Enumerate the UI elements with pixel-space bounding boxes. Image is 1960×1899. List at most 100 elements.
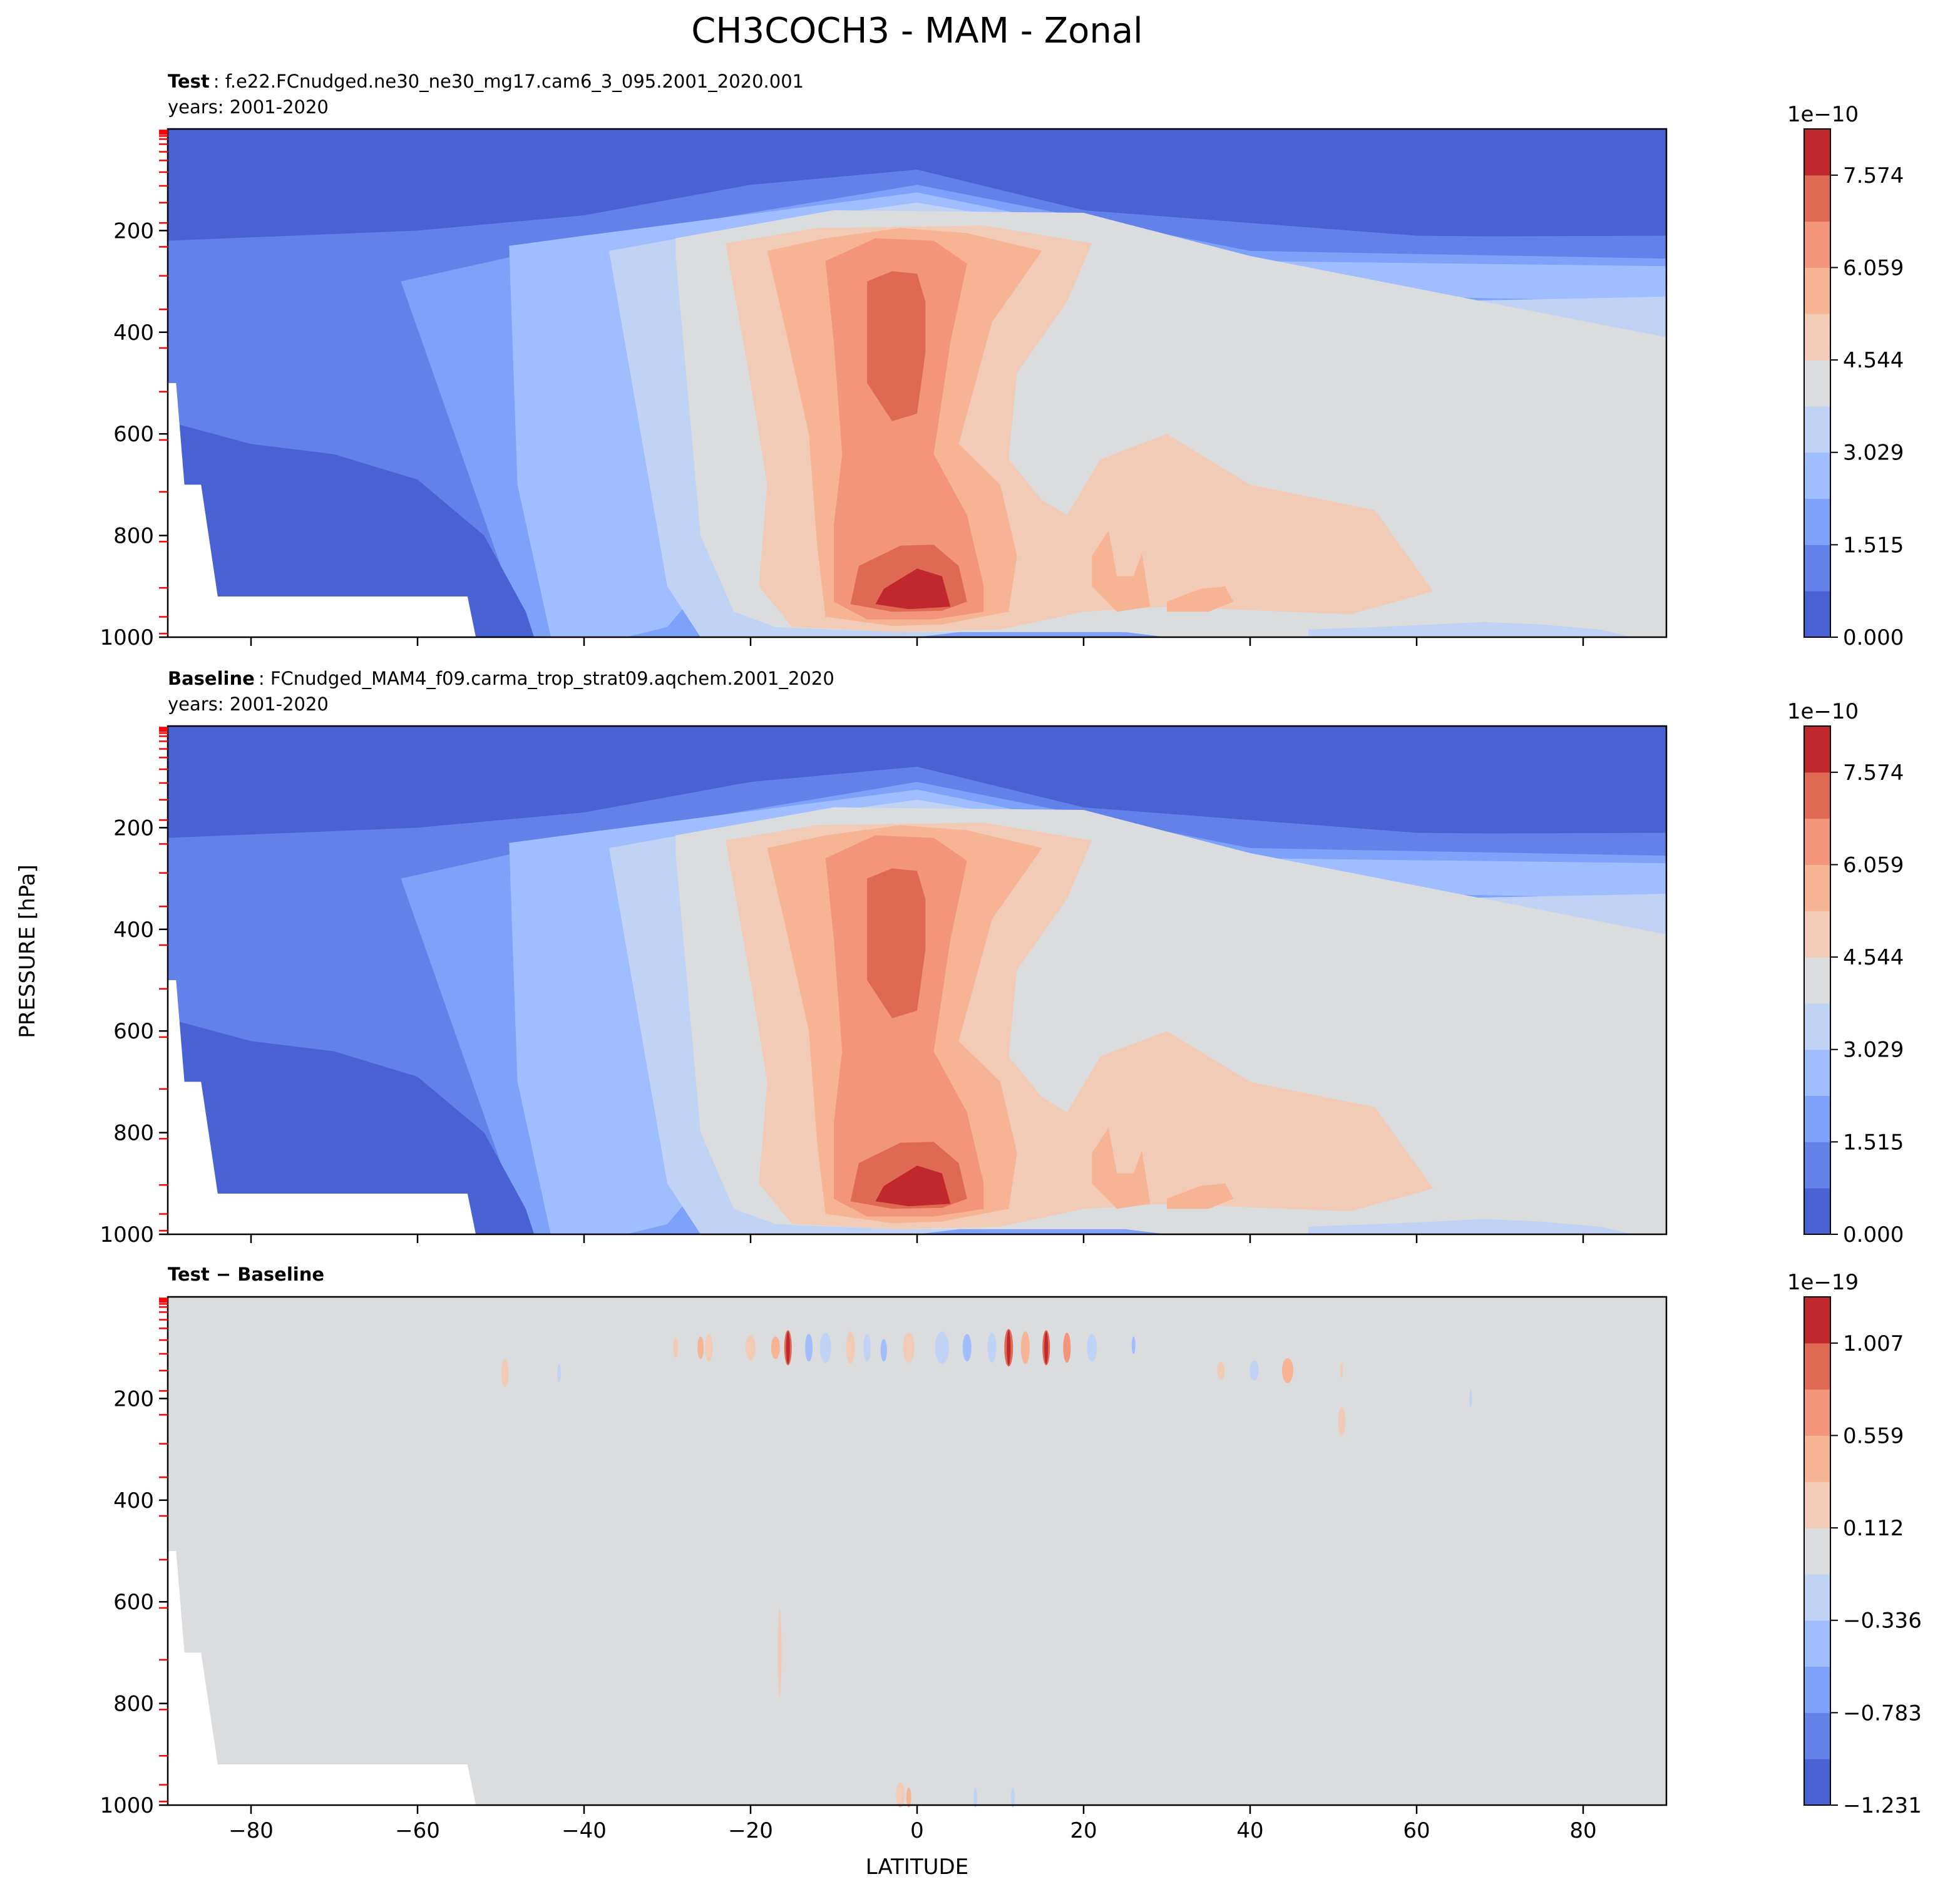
x-tick-label: −20 xyxy=(728,1818,773,1843)
topography-mask xyxy=(168,980,476,1234)
colorbar-segment-0 xyxy=(1804,591,1830,638)
anomaly-patch-32 xyxy=(777,1609,782,1697)
y-tick-label: 800 xyxy=(113,1692,154,1717)
x-tick-label: 80 xyxy=(1569,1818,1596,1843)
colorbar-segment-7 xyxy=(1804,864,1830,911)
colorbar-tick-label: 4.544 xyxy=(1843,945,1904,970)
level-band-10 xyxy=(875,1165,951,1207)
patch-level-4-surface xyxy=(1308,622,1633,637)
y-tick-label: 400 xyxy=(113,320,154,346)
level-band-9-upper xyxy=(867,271,926,421)
level-band-0-top xyxy=(168,129,1666,241)
colorbar-tick-label: −1.231 xyxy=(1843,1793,1922,1818)
colorbar-tick-label: 6.059 xyxy=(1843,255,1904,280)
anomaly-patch-14 xyxy=(903,1333,915,1363)
anomaly-patch-35 xyxy=(973,1787,978,1808)
colorbar-tick-label: 1.515 xyxy=(1843,533,1904,558)
axes-baseline: 200 400 600 800 1000 xyxy=(100,725,1668,1247)
anomaly-patch-3 xyxy=(697,1336,704,1359)
anomaly-patch-0 xyxy=(501,1359,509,1387)
contour-plot-difference xyxy=(168,1297,1666,1808)
colorbar-segment-5 xyxy=(1804,1528,1830,1575)
y-tick-label: 800 xyxy=(113,524,154,549)
x-tick-label: −60 xyxy=(395,1818,440,1843)
figure-title: CH3COCH3 - MAM - Zonal xyxy=(691,11,1142,51)
y-tick-label: 600 xyxy=(113,1019,154,1044)
anomaly-patch-9 xyxy=(805,1334,813,1362)
x-tick-label: −80 xyxy=(228,1818,274,1843)
panel-test-case: f.e22.FCnudged.ne30_ne30_mg17.cam6_3_095… xyxy=(225,71,804,92)
colorbar-test: 0.000 1.515 3.029 4.544 6.059 7.574 1e−10 xyxy=(1787,102,1904,650)
anomaly-patch-5 xyxy=(746,1335,756,1361)
panel-difference-label: Test − Baseline xyxy=(168,1264,324,1285)
anomaly-patch-12 xyxy=(863,1334,871,1362)
topography-mask xyxy=(168,1551,476,1805)
x-tick-label: 40 xyxy=(1236,1818,1263,1843)
patch-level-7-b xyxy=(1167,1183,1234,1209)
colorbar-segment-6 xyxy=(1804,1482,1830,1528)
panel-difference: Test − Baseline −80 −60 −40 −20 0 20 40 60 80 200… xyxy=(100,1264,1921,1843)
colorbar-segment-0 xyxy=(1804,1188,1830,1235)
level-band-0-surface xyxy=(176,1021,535,1234)
level-band-0-top xyxy=(168,726,1666,838)
colorbar-tick-label: 0.000 xyxy=(1843,625,1904,650)
anomaly-patch-33 xyxy=(896,1782,905,1808)
colorbar-segment-5 xyxy=(1804,957,1830,1004)
anomaly-patch-31 xyxy=(1469,1390,1472,1408)
x-tick-label: 60 xyxy=(1403,1818,1430,1843)
axes-test: 200 400 600 800 1000 xyxy=(100,128,1668,650)
level-band-9-upper xyxy=(867,868,926,1018)
patch-level-7-a xyxy=(1092,1127,1151,1209)
colorbar-segment-10 xyxy=(1804,1297,1830,1344)
colorbar-frame xyxy=(1804,725,1831,1235)
axes-difference: −80 −60 −40 −20 0 20 40 60 80 200 400 600 800 1000 xyxy=(100,1296,1668,1843)
panel-test-separator: : xyxy=(213,71,225,92)
patch-level-7-b xyxy=(1167,586,1234,612)
contour-plot-test xyxy=(168,129,1666,637)
anomaly-patch-26 xyxy=(1217,1361,1225,1379)
patch-level-4-surface xyxy=(1308,1219,1633,1234)
colorbar-segment-8 xyxy=(1804,221,1830,268)
level-band-0-surface xyxy=(176,424,535,637)
y-tick-label: 800 xyxy=(113,1121,154,1146)
colorbar-tick-label: 4.544 xyxy=(1843,348,1904,373)
anomaly-patch-24 xyxy=(1087,1334,1097,1362)
colorbar-segment-4 xyxy=(1804,1574,1830,1621)
anomaly-patch-19 xyxy=(1007,1330,1011,1366)
y-tick-label: 600 xyxy=(113,1590,154,1615)
colorbar-tick-label: 0.112 xyxy=(1843,1516,1904,1541)
level-band-8-main xyxy=(825,238,984,620)
colorbar-segment-2 xyxy=(1804,1095,1830,1142)
y-tick-label: 200 xyxy=(113,816,154,841)
level-band-1-top xyxy=(168,172,1666,259)
colorbar-segment-4 xyxy=(1804,406,1830,453)
panel-baseline: Baseline: FCnudged_MAM4_f09.carma_trop_s… xyxy=(100,668,1904,1247)
colorbar-segment-8 xyxy=(1804,1389,1830,1436)
colorbar-tick-label: −0.783 xyxy=(1843,1701,1922,1726)
colorbar-segment-3 xyxy=(1804,1049,1830,1097)
y-tick-label: 400 xyxy=(113,1488,154,1513)
colorbar-tick-label: 7.574 xyxy=(1843,163,1904,188)
colorbar-tick-label: 1.515 xyxy=(1843,1130,1904,1155)
anomaly-patch-15 xyxy=(935,1331,949,1364)
anomaly-patch-22 xyxy=(1044,1331,1049,1364)
panel-test-label: Test xyxy=(168,71,210,92)
topography-mask xyxy=(168,383,476,637)
colorbar-frame xyxy=(1804,128,1831,638)
colorbar-baseline: 0.000 1.515 3.029 4.544 6.059 7.574 1e−10 xyxy=(1787,699,1904,1247)
anomaly-patch-36 xyxy=(1011,1787,1015,1808)
colorbar-segment-1 xyxy=(1804,545,1830,591)
colorbar-segment-0 xyxy=(1804,1759,1830,1806)
colorbar-tick-label: 1.007 xyxy=(1843,1331,1904,1356)
colorbar-scale-label: 1e−10 xyxy=(1787,102,1859,127)
anomaly-patch-23 xyxy=(1063,1333,1071,1363)
colorbar-segment-6 xyxy=(1804,314,1830,361)
panel-test: Test: f.e22.FCnudged.ne30_ne30_mg17.cam6… xyxy=(100,71,1904,650)
anomaly-patch-2 xyxy=(673,1338,679,1358)
colorbar-segment-3 xyxy=(1804,452,1830,499)
y-tick-label: 1000 xyxy=(100,625,154,650)
x-tick-label: −40 xyxy=(562,1818,607,1843)
y-axis-label: PRESSURE [hPa] xyxy=(15,864,40,1038)
level-band-1-top xyxy=(168,769,1666,856)
